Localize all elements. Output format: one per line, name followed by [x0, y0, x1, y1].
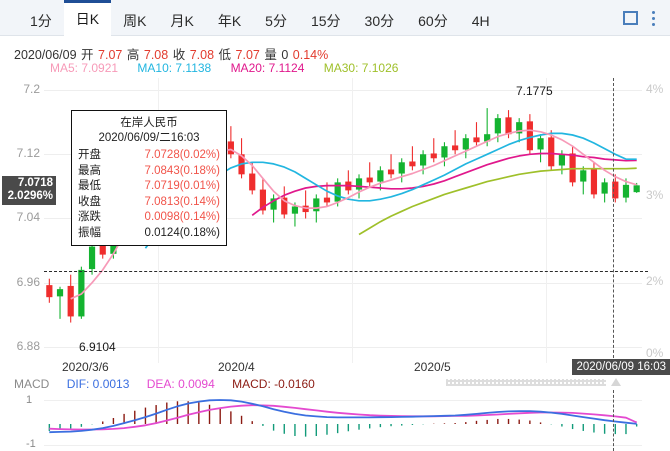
ma20-legend: MA20: 7.1124 [230, 61, 305, 75]
tooltip-value: 7.0728(0.02%) [144, 149, 220, 161]
gridline [44, 282, 642, 284]
tooltip-key: 开盘 [78, 149, 101, 161]
info-date: 2020/06/09 [14, 48, 77, 62]
tooltip-value: 0.0098(0.14%) [144, 211, 220, 223]
percent-axis-label: 4% [646, 82, 664, 96]
macd-plot-area[interactable]: 1 -1 [0, 390, 670, 451]
macd-dif-legend: DIF: 0.0013 [66, 377, 130, 391]
tooltip-datetime: 2020/06/09/二16:03 [98, 132, 200, 144]
ma30-legend: MA30: 7.1026 [323, 61, 399, 75]
info-high-label: 高 [126, 48, 140, 62]
macd-legend-row: MACD DIF: 0.0013 DEA: 0.0094 MACD: -0.01… [14, 377, 329, 391]
crosshair-date-badge: 2020/06/09 16:03 [572, 359, 670, 375]
price-axis-label: 7.04 [16, 210, 40, 225]
tooltip-value: 7.0843(0.18%) [144, 164, 220, 177]
macd-dea-legend: DEA: 0.0094 [146, 377, 215, 391]
current-price-pct: 2.0296% [7, 190, 53, 202]
period-tab-60分[interactable]: 60分 [418, 13, 448, 29]
tooltip-key: 涨跌 [78, 211, 101, 223]
macd-ylabel-top: 1 [26, 394, 33, 406]
info-low-value: 7.07 [235, 48, 260, 62]
period-tab-日K[interactable]: 日K [63, 0, 112, 36]
tooltip-value: 0.0124(0.18%) [144, 226, 220, 239]
percent-axis-label: 2% [646, 274, 664, 288]
current-price-value: 7.0718 [17, 177, 53, 189]
percent-axis-label: 0% [646, 346, 664, 360]
info-close-value: 7.08 [189, 48, 215, 62]
info-change-pct: 0.14% [292, 48, 329, 62]
current-price-badge: 7.0718 2.0296% [2, 176, 56, 205]
xaxis-label-1: 2020/4 [218, 360, 255, 374]
period-tabbar: 1分 日K 周K 月K 年K 5分 15分 30分 60分 4H [0, 0, 670, 36]
price-axis-label: 6.96 [16, 274, 40, 289]
gridline [44, 154, 642, 156]
info-volume-value: 0 [281, 48, 289, 62]
period-tab-1分[interactable]: 1分 [30, 13, 52, 29]
toolbar-icons [623, 0, 660, 36]
tooltip-key: 最低 [78, 180, 101, 192]
period-tab-月K[interactable]: 月K [170, 13, 194, 29]
gridline [44, 90, 642, 92]
xaxis-label-2: 2020/5 [414, 360, 451, 374]
tooltip-table: 开盘 7.0728(0.02%) 最高 7.0843(0.18%) 最低 7.0719(0… [78, 148, 220, 241]
low-price-marker: 6.9104 [79, 340, 116, 354]
scroll-resize-icon[interactable] [611, 378, 621, 386]
ma10-legend: MA10: 7.1138 [137, 61, 212, 75]
period-tab-5分[interactable]: 5分 [265, 13, 287, 29]
period-tab-15分[interactable]: 15分 [310, 13, 341, 29]
macd-title: MACD [14, 377, 50, 391]
tooltip-key: 振幅 [78, 226, 101, 239]
macd-crosshair-line [613, 390, 614, 451]
macd-canvas [48, 399, 638, 437]
tooltip-row: 最低 7.0719(0.01%) [78, 179, 220, 195]
period-tab-年K[interactable]: 年K [217, 13, 242, 29]
tooltip-row: 振幅 0.0124(0.18%) [78, 226, 220, 242]
info-open-value: 7.07 [98, 48, 123, 62]
tooltip-key: 收盘 [78, 195, 101, 208]
fullscreen-icon[interactable] [623, 11, 638, 25]
time-axis: 2020/3/6 2020/4 2020/5 2020/06/09 16:03 [0, 359, 670, 376]
info-close-label: 收 [172, 48, 186, 62]
tooltip-value: 7.0813(0.14%) [144, 195, 220, 208]
period-tab-4H[interactable]: 4H [471, 13, 490, 29]
ma5-legend: MA5: 7.0921 [50, 61, 119, 75]
ohlc-info-row: 2020/06/09 开 7.07 高 7.08 收 7.08 低 7.07 量… [14, 44, 329, 63]
last-price-dashed-line [44, 271, 648, 272]
gridline-vertical [546, 78, 547, 363]
macd-ylabel-bottom: -1 [26, 438, 36, 450]
crosshair-vertical-line [613, 78, 614, 363]
xaxis-label-0: 2020/3/6 [62, 360, 109, 374]
price-axis-label: 7.12 [16, 146, 40, 161]
gridline [44, 218, 642, 220]
price-axis-label: 7.2 [23, 82, 40, 97]
percent-axis-label: 3% [646, 188, 664, 202]
price-axis-label: 6.88 [16, 338, 40, 353]
tooltip-row: 最高 7.0843(0.18%) [78, 164, 220, 180]
tooltip-row: 收盘 7.0813(0.14%) [78, 195, 220, 211]
gridline-vertical [352, 78, 353, 363]
info-low-label: 低 [218, 48, 232, 62]
tooltip-value: 7.0719(0.01%) [144, 180, 220, 192]
info-open-label: 开 [81, 48, 94, 62]
tooltip-row: 涨跌 0.0098(0.14%) [78, 210, 220, 226]
tooltip-title: 在岸人民币 [120, 117, 178, 129]
period-tab-30分[interactable]: 30分 [364, 13, 395, 29]
info-volume-label: 量 [264, 48, 277, 62]
ma-legend-row: MA5: 7.0921 MA10: 7.1138 MA20: 7.1124 MA… [50, 61, 414, 75]
gridline [44, 346, 642, 348]
period-tabs: 1分 日K 周K 月K 年K 5分 15分 30分 60分 4H [18, 0, 502, 36]
high-price-marker: 7.1775 [516, 84, 553, 98]
chart-scroll-handle[interactable] [446, 379, 606, 386]
ohlc-tooltip: 在岸人民币 2020/06/09/二16:03 开盘 7.0728(0.02%) 最… [71, 110, 227, 246]
macd-value-legend: MACD: -0.0160 [232, 377, 315, 391]
period-tab-周K[interactable]: 周K [123, 13, 147, 29]
tooltip-key: 最高 [78, 164, 101, 177]
info-high-value: 7.08 [143, 48, 169, 62]
tooltip-row: 开盘 7.0728(0.02%) [78, 148, 220, 164]
more-vertical-icon[interactable] [652, 10, 656, 26]
